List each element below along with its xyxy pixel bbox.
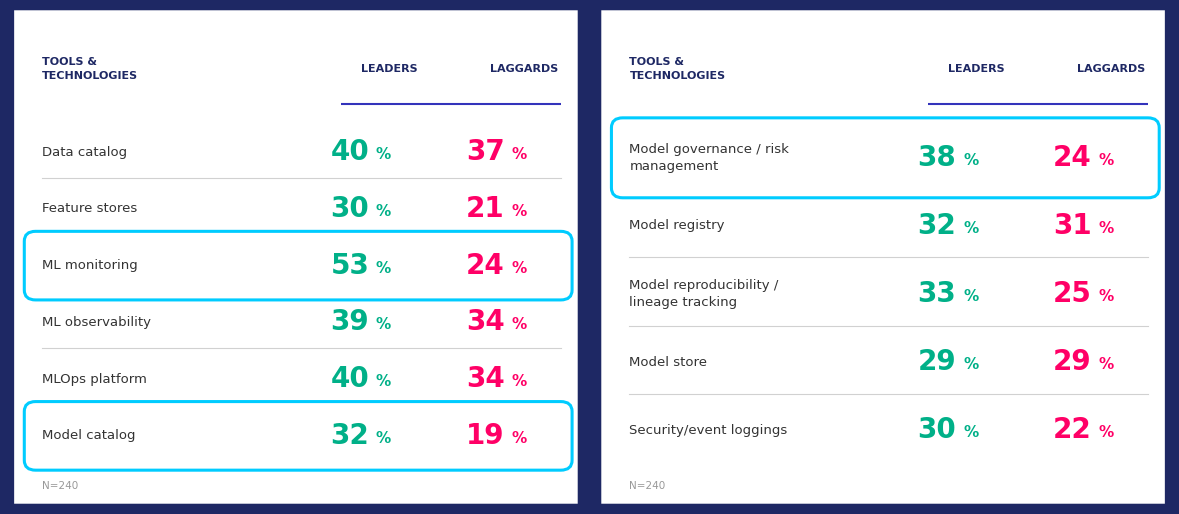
Text: 37: 37 bbox=[466, 138, 505, 166]
Text: TOOLS &
TECHNOLOGIES: TOOLS & TECHNOLOGIES bbox=[42, 58, 138, 82]
FancyBboxPatch shape bbox=[25, 401, 572, 470]
Text: ML monitoring: ML monitoring bbox=[42, 259, 138, 272]
Text: %: % bbox=[512, 204, 527, 219]
Text: %: % bbox=[1099, 153, 1114, 168]
Text: 34: 34 bbox=[466, 365, 505, 393]
Text: %: % bbox=[376, 261, 391, 276]
Text: %: % bbox=[1099, 221, 1114, 236]
Text: %: % bbox=[963, 357, 979, 372]
Text: %: % bbox=[963, 289, 979, 304]
Text: LEADERS: LEADERS bbox=[948, 64, 1005, 75]
Text: 38: 38 bbox=[917, 144, 956, 172]
Text: 24: 24 bbox=[466, 252, 505, 280]
Text: LAGGARDS: LAGGARDS bbox=[490, 64, 559, 75]
Text: %: % bbox=[963, 425, 979, 440]
Text: Model governance / risk
management: Model governance / risk management bbox=[630, 143, 790, 173]
Text: %: % bbox=[1099, 357, 1114, 372]
Text: %: % bbox=[376, 147, 391, 162]
Text: MLOps platform: MLOps platform bbox=[42, 373, 147, 386]
Text: Feature stores: Feature stores bbox=[42, 203, 138, 215]
Text: 40: 40 bbox=[330, 365, 369, 393]
Text: Model store: Model store bbox=[630, 356, 707, 369]
Text: 30: 30 bbox=[917, 416, 956, 444]
Text: 31: 31 bbox=[1053, 212, 1092, 240]
Text: Model registry: Model registry bbox=[630, 219, 725, 232]
Text: %: % bbox=[1099, 425, 1114, 440]
FancyBboxPatch shape bbox=[612, 118, 1159, 198]
Text: %: % bbox=[512, 261, 527, 276]
FancyBboxPatch shape bbox=[601, 10, 1165, 504]
FancyBboxPatch shape bbox=[14, 10, 578, 504]
Text: 32: 32 bbox=[917, 212, 956, 240]
Text: %: % bbox=[1099, 289, 1114, 304]
Text: LAGGARDS: LAGGARDS bbox=[1078, 64, 1146, 75]
Text: 34: 34 bbox=[466, 308, 505, 336]
Text: %: % bbox=[376, 204, 391, 219]
Text: ML observability: ML observability bbox=[42, 316, 151, 329]
Text: 30: 30 bbox=[330, 195, 369, 223]
Text: 19: 19 bbox=[466, 422, 505, 450]
Text: %: % bbox=[512, 431, 527, 446]
Text: 33: 33 bbox=[917, 280, 956, 308]
Text: TOOLS &
TECHNOLOGIES: TOOLS & TECHNOLOGIES bbox=[630, 58, 725, 82]
Text: %: % bbox=[963, 221, 979, 236]
Text: %: % bbox=[512, 374, 527, 389]
Text: %: % bbox=[512, 147, 527, 162]
Text: %: % bbox=[512, 317, 527, 333]
Text: %: % bbox=[376, 317, 391, 333]
Text: LEADERS: LEADERS bbox=[361, 64, 417, 75]
Text: Model reproducibility /
lineage tracking: Model reproducibility / lineage tracking bbox=[630, 279, 779, 309]
Text: Model catalog: Model catalog bbox=[42, 429, 136, 443]
Text: 32: 32 bbox=[330, 422, 369, 450]
Text: N=240: N=240 bbox=[630, 482, 666, 491]
Text: %: % bbox=[963, 153, 979, 168]
Text: 21: 21 bbox=[466, 195, 505, 223]
Text: 24: 24 bbox=[1053, 144, 1092, 172]
Text: 29: 29 bbox=[917, 348, 956, 376]
Text: 25: 25 bbox=[1053, 280, 1092, 308]
Text: Security/event loggings: Security/event loggings bbox=[630, 424, 788, 437]
Text: %: % bbox=[376, 431, 391, 446]
FancyBboxPatch shape bbox=[25, 231, 572, 300]
Text: 40: 40 bbox=[330, 138, 369, 166]
Text: Data catalog: Data catalog bbox=[42, 145, 127, 159]
Text: 53: 53 bbox=[330, 252, 369, 280]
Text: %: % bbox=[376, 374, 391, 389]
Text: 22: 22 bbox=[1053, 416, 1092, 444]
Text: 29: 29 bbox=[1053, 348, 1092, 376]
Text: 39: 39 bbox=[330, 308, 369, 336]
Text: N=240: N=240 bbox=[42, 482, 79, 491]
